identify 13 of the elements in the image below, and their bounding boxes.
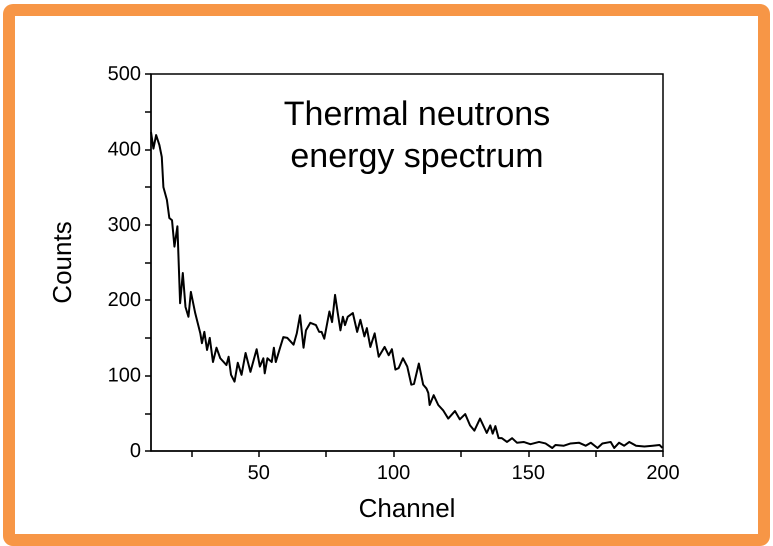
text: Thermal neutrons energy spectrum (284, 95, 550, 175)
y-tick-label: 0 (130, 440, 141, 462)
x-tick-label: 100 (376, 462, 410, 484)
y-tick-label: 100 (108, 364, 141, 387)
y-tick-label: 400 (108, 138, 141, 160)
x-axis-title: Channel (358, 493, 456, 523)
y-tick-label: 300 (108, 214, 141, 236)
x-tick-label: 150 (512, 462, 545, 484)
y-axis-title: Counts (47, 221, 77, 304)
y-tick-label: 200 (108, 289, 141, 312)
x-tick-label: 200 (646, 462, 680, 484)
x-tick-label: 50 (248, 462, 270, 484)
y-tick-label: 500 (108, 63, 141, 85)
